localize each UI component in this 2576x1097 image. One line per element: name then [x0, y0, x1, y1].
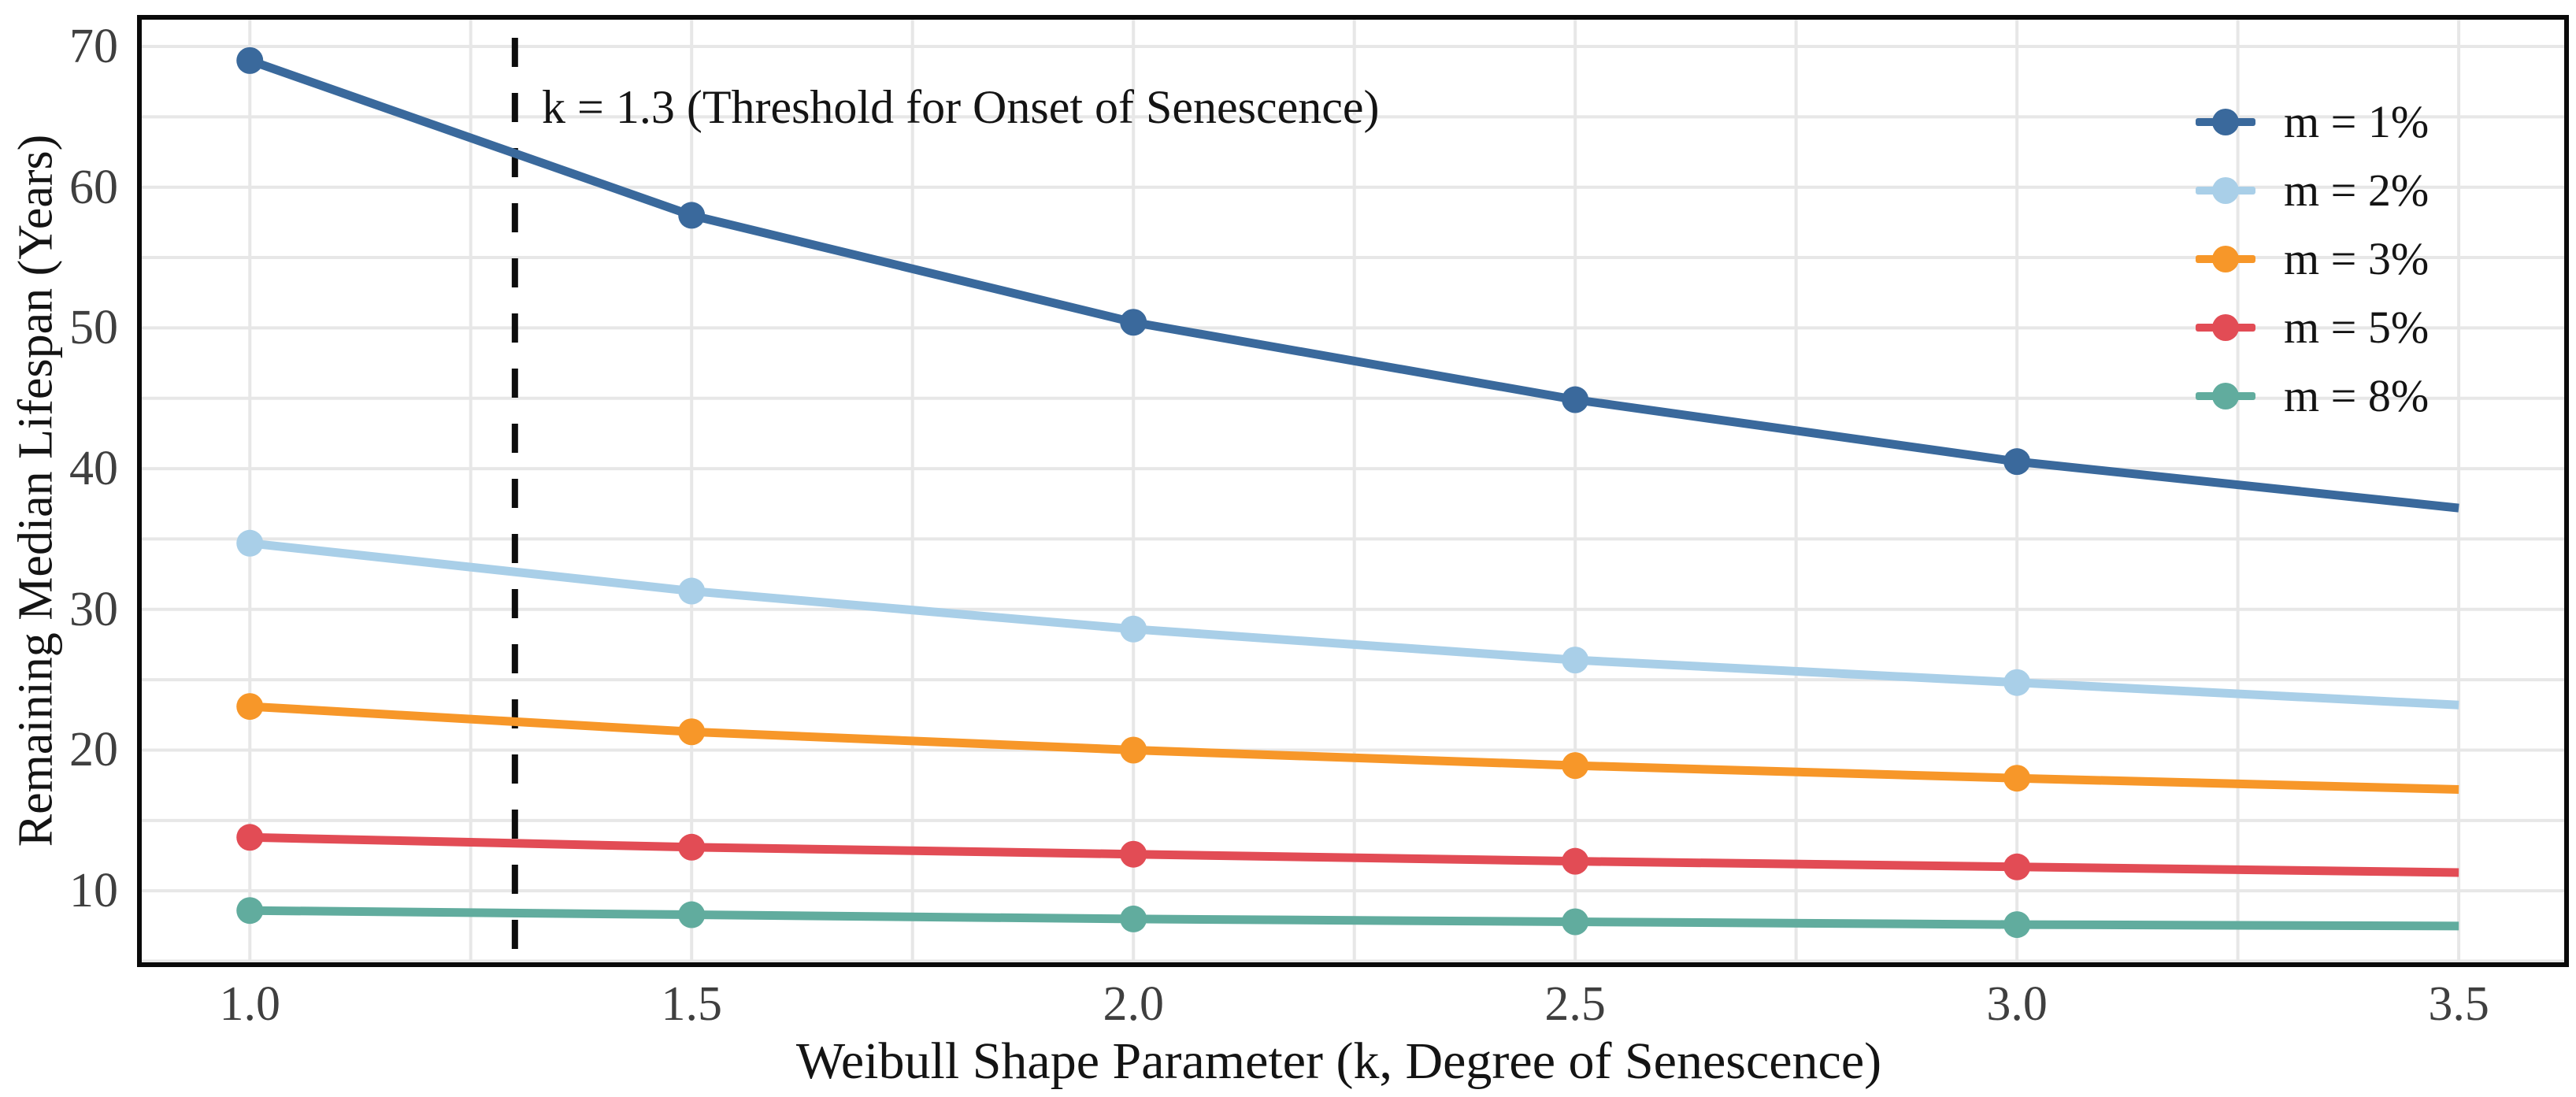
- legend-label: m = 5%: [2284, 302, 2430, 353]
- y-tick-label: 20: [69, 723, 118, 777]
- legend-item: m = 8%: [2196, 361, 2429, 430]
- series-marker: [236, 529, 264, 557]
- series-marker: [1120, 840, 1147, 868]
- series-marker: [236, 693, 264, 721]
- legend-marker-icon: [2196, 313, 2255, 341]
- legend-marker-icon: [2196, 382, 2255, 410]
- legend-marker-icon: [2196, 176, 2255, 204]
- legend-item: m = 1%: [2196, 87, 2429, 156]
- legend-item: m = 2%: [2196, 156, 2429, 224]
- series-marker: [1120, 736, 1147, 764]
- x-axis-title: Weibull Shape Parameter (k, Degree of Se…: [795, 1032, 1882, 1090]
- series-marker: [678, 202, 706, 229]
- y-tick-label: 70: [69, 19, 118, 73]
- y-tick-label: 60: [69, 160, 118, 214]
- series-marker: [1562, 647, 1589, 674]
- series-line: [250, 832, 2459, 877]
- legend-label: m = 8%: [2284, 370, 2430, 421]
- series-marker: [2003, 853, 2031, 880]
- series-line: [249, 539, 2459, 710]
- legend-item: m = 3%: [2196, 224, 2429, 293]
- y-tick-label: 50: [69, 301, 118, 355]
- series-marker: [2003, 911, 2031, 939]
- series-marker: [1120, 615, 1147, 643]
- series-marker: [2003, 448, 2031, 476]
- legend-dot-icon: [2212, 108, 2239, 135]
- legend-label: m = 1%: [2284, 96, 2430, 147]
- series-marker: [1120, 309, 1147, 336]
- series-marker: [236, 824, 264, 851]
- series-marker: [236, 897, 264, 925]
- series-marker: [1562, 847, 1589, 875]
- x-tick-label: 3.5: [2428, 977, 2489, 1031]
- legend-dot-icon: [2212, 245, 2239, 272]
- legend-dot-icon: [2212, 313, 2239, 341]
- series-marker: [1562, 908, 1589, 936]
- legend-label: m = 3%: [2284, 233, 2430, 284]
- legend-dot-icon: [2212, 382, 2239, 410]
- series-marker: [678, 833, 706, 861]
- legend-label: m = 2%: [2284, 165, 2430, 216]
- x-tick-label: 3.0: [1986, 977, 2048, 1031]
- series-marker: [236, 46, 264, 74]
- series-line: [249, 702, 2459, 795]
- x-tick-label: 2.0: [1103, 977, 1164, 1031]
- legend: m = 1% m = 2% m = 3% m = 5% m = 8%: [2196, 87, 2429, 430]
- x-tick-label: 2.5: [1544, 977, 1606, 1031]
- series-marker: [678, 901, 706, 928]
- plot-border: [137, 15, 2569, 967]
- legend-marker-icon: [2196, 108, 2255, 135]
- threshold-annotation: k = 1.3 (Threshold for Onset of Senescen…: [542, 81, 1380, 133]
- series-line: [248, 56, 2459, 513]
- legend-marker-icon: [2196, 245, 2255, 272]
- series-marker: [1562, 752, 1589, 780]
- series-marker: [678, 718, 706, 746]
- legend-dot-icon: [2212, 176, 2239, 204]
- series-marker: [2003, 765, 2031, 792]
- y-tick-label: 40: [69, 442, 118, 496]
- y-tick-label: 10: [69, 864, 118, 918]
- series-marker: [1562, 386, 1589, 413]
- x-tick-label: 1.5: [661, 977, 722, 1031]
- y-tick-label: 30: [69, 582, 118, 636]
- series-marker: [678, 577, 706, 605]
- series-marker: [2003, 669, 2031, 696]
- series-line: [250, 906, 2459, 931]
- legend-item: m = 5%: [2196, 293, 2429, 361]
- series-marker: [1120, 905, 1147, 932]
- x-tick-label: 1.0: [219, 977, 280, 1031]
